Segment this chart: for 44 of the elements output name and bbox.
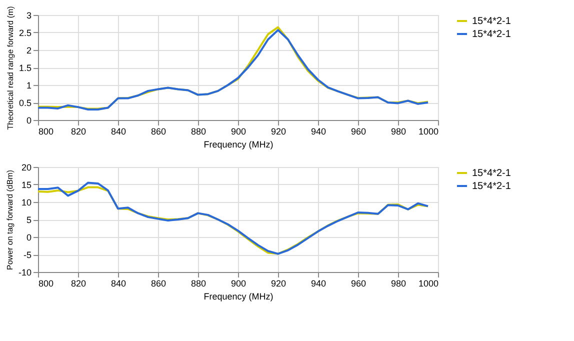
y-tick-label: 5	[26, 215, 32, 225]
x-tick-label: 820	[70, 278, 86, 288]
y-tick-label: 0.5	[18, 98, 32, 108]
x-tick-label: 960	[350, 278, 366, 288]
x-tick-label: 880	[190, 126, 206, 136]
x-tick-label: 860	[150, 278, 166, 288]
x-tick-label: 840	[110, 278, 126, 288]
legend-label: 15*4*2-1	[472, 16, 512, 27]
x-tick-label: 940	[310, 278, 326, 288]
y-tick-label: -10	[18, 268, 32, 278]
x-tick-label: 800	[38, 126, 54, 136]
x-tick-label: 920	[270, 126, 286, 136]
x-tick-label: 860	[150, 126, 166, 136]
y-tick-label: 15	[21, 180, 32, 190]
y-tick-label: 1.5	[18, 63, 32, 73]
x-tick-label: 1000	[418, 126, 438, 136]
y-tick-label: 2	[26, 46, 32, 56]
x-tick-label: 880	[190, 278, 206, 288]
x-axis-title: Frequency (MHz)	[204, 140, 274, 150]
x-tick-label: 840	[110, 126, 126, 136]
legend-label: 15*4*2-1	[472, 29, 512, 40]
y-axis-title: Power on tag forward (dBm)	[5, 170, 14, 270]
y-tick-label: 1	[26, 80, 32, 90]
y-tick-label: 20	[21, 162, 32, 172]
x-tick-label: 900	[230, 278, 246, 288]
x-tick-label: 1000	[418, 278, 438, 288]
legend-label: 15*4*2-1	[472, 168, 512, 179]
x-axis-title: Frequency (MHz)	[204, 292, 274, 302]
x-tick-label: 900	[230, 126, 246, 136]
y-tick-label: 10	[21, 198, 32, 208]
y-tick-label: 2.5	[18, 28, 32, 38]
y-tick-label: 0	[26, 232, 32, 242]
x-tick-label: 960	[350, 126, 366, 136]
x-tick-label: 980	[390, 126, 406, 136]
x-tick-label: 920	[270, 278, 286, 288]
y-tick-label: 0	[26, 116, 32, 126]
y-tick-label: 3	[26, 10, 32, 20]
x-tick-label: 980	[390, 278, 406, 288]
x-tick-label: 800	[38, 278, 54, 288]
y-tick-label: -5	[23, 250, 32, 260]
x-tick-label: 940	[310, 126, 326, 136]
y-axis-title: Theoretical read range forward (m)	[6, 6, 15, 130]
x-tick-label: 820	[70, 126, 86, 136]
legend-label: 15*4*2-1	[472, 181, 512, 192]
